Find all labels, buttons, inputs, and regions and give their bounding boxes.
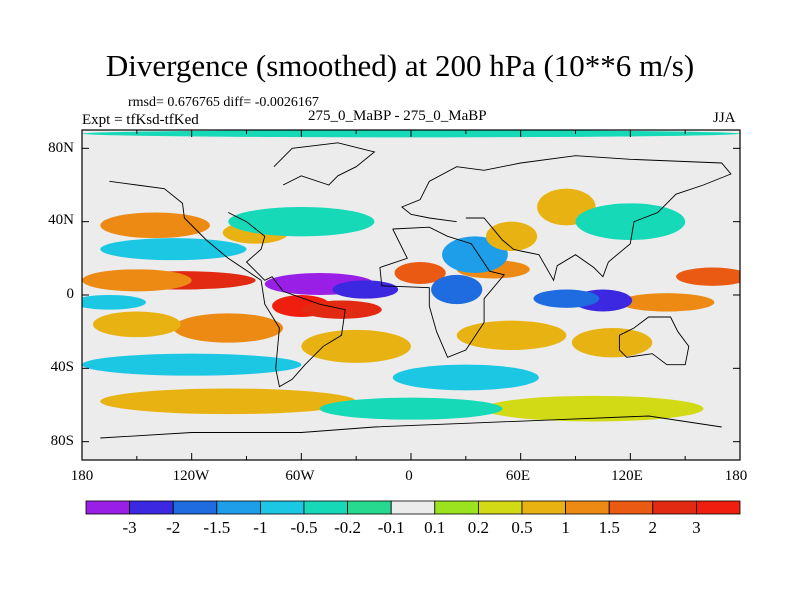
lat-label-40s: 40S <box>50 359 74 375</box>
colorbar-swatch-8 <box>434 500 479 515</box>
coastline-5 <box>273 142 376 186</box>
divergence-cell-26 <box>575 203 686 241</box>
divergence-cell-17 <box>301 329 411 363</box>
colorbar-label: 0.2 <box>467 518 490 537</box>
lon-label-60w: 60W <box>285 468 315 484</box>
coastline-6 <box>100 415 722 439</box>
colorbar-label: 1.5 <box>598 518 620 537</box>
lon-label-60e: 60E <box>505 468 531 484</box>
colorbar-label: -1.5 <box>203 518 231 537</box>
lon-label-120w: 120W <box>172 468 210 484</box>
divergence-cell-29 <box>100 388 357 415</box>
divergence-cell-22 <box>485 221 538 251</box>
colorbar-label: -0.2 <box>334 518 362 537</box>
lon-label-0: 0 <box>405 468 413 484</box>
divergence-cell-30 <box>484 395 704 422</box>
divergence-cell-1 <box>82 269 192 292</box>
chart-title: Divergence (smoothed) at 200 hPa (10**6 … <box>105 48 695 83</box>
colorbar-label: -0.5 <box>290 518 318 537</box>
lon-label-180e: 180 <box>724 468 748 484</box>
coastline-4 <box>109 180 185 219</box>
colorbar-swatch-5 <box>303 500 348 515</box>
divergence-cell-13 <box>442 236 508 273</box>
lat-label-80n: 80N <box>48 140 74 156</box>
divergence-cell-14 <box>82 295 146 310</box>
divergence-cell-28 <box>392 364 539 391</box>
colorbar-swatch-10 <box>521 500 566 515</box>
colorbar-label: 3 <box>692 518 701 537</box>
lat-label-0: 0 <box>66 286 75 302</box>
divergence-cell-24 <box>100 238 247 261</box>
colorbar-label: 0.5 <box>511 518 533 537</box>
divergence-cell-16 <box>92 311 181 338</box>
colorbar-swatch-13 <box>652 500 697 515</box>
divergence-cell-6 <box>676 267 740 286</box>
colorbar-swatch-9 <box>477 500 523 515</box>
lon-label-120e: 120E <box>611 468 643 484</box>
colorbar-swatch-14 <box>696 500 741 515</box>
colorbar-label: 1 <box>561 518 570 537</box>
divergence-cell-3 <box>301 300 382 319</box>
rmsd-diff-stats: rmsd= 0.676765 diff= -0.0026167 <box>128 95 319 110</box>
divergence-cell-31 <box>319 397 503 420</box>
divergence-cell-4 <box>394 262 446 284</box>
colorbar-label: 2 <box>648 518 658 537</box>
colorbar-label: -3 <box>122 518 137 537</box>
colorbar-label: -2 <box>166 518 181 537</box>
divergence-cell-25 <box>228 207 375 237</box>
divergence-cell-12 <box>431 274 483 305</box>
colorbar-swatch-0 <box>85 500 130 515</box>
colorbar-swatch-4 <box>259 500 305 515</box>
divergence-cell-19 <box>571 328 653 358</box>
experiment-label: Expt = tfKsd-tfKed <box>82 112 199 128</box>
lat-label-80s: 80S <box>50 433 74 449</box>
colorbar-swatch-1 <box>129 500 174 515</box>
colorbar-swatch-7 <box>390 500 436 515</box>
divergence-cell-18 <box>456 320 567 351</box>
lon-label-180w: 180 <box>70 468 94 484</box>
coastline-0 <box>184 212 346 388</box>
lat-label-40n: 40N <box>48 212 74 228</box>
coastline-2 <box>401 155 732 282</box>
divergence-cell-7 <box>619 293 715 312</box>
divergence-cell-9 <box>332 280 399 299</box>
colorbar-swatch-3 <box>216 500 261 515</box>
colorbar-label: 0.1 <box>424 518 446 537</box>
case-subtitle: 275_0_MaBP - 275_0_MaBP <box>308 108 487 124</box>
colorbar-label: -0.1 <box>377 518 405 537</box>
divergence-cell-11 <box>533 289 600 308</box>
colorbar-label: -1 <box>253 518 268 537</box>
coastline-1 <box>379 226 506 358</box>
colorbar-swatch-2 <box>172 500 218 515</box>
colorbar-swatch-12 <box>608 500 654 515</box>
divergence-cell-27 <box>82 353 302 376</box>
divergence-cell-15 <box>173 313 284 343</box>
colorbar-swatch-11 <box>565 500 610 515</box>
colorbar-swatch-6 <box>347 500 392 515</box>
coastline-3 <box>618 316 690 366</box>
divergence-cell-20 <box>100 212 210 239</box>
season-label: JJA <box>713 110 736 126</box>
